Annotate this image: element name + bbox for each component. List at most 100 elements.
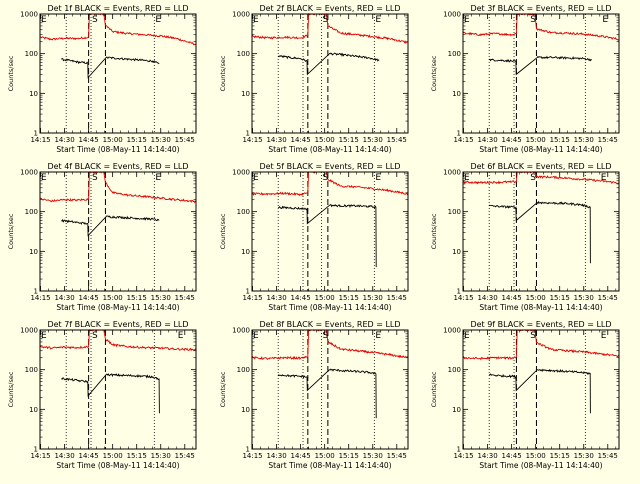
x-tick-label: 15:15	[127, 452, 147, 460]
events-series-line	[488, 200, 591, 264]
marker-label: E	[155, 15, 161, 25]
x-tick-label: 15:30	[151, 136, 171, 144]
x-tick-label: 15:15	[550, 452, 570, 460]
x-tick-label: 15:45	[175, 452, 195, 460]
panel-det-6f: Det 6f BLACK = Events, RED = LLD Counts/s…	[430, 162, 620, 312]
panel-det-3f: Det 3f BLACK = Events, RED = LLD Counts/s…	[430, 4, 620, 154]
y-tick-label: 1	[246, 288, 250, 296]
marker-label: E	[253, 15, 259, 25]
y-tick-label: 1	[34, 130, 38, 138]
panel-title: Det 4f BLACK = Events, RED = LLD	[47, 162, 188, 171]
x-tick-label: 14:30	[54, 136, 74, 144]
x-tick-label: 15:15	[339, 294, 359, 302]
y-tick-label: 1000	[20, 11, 38, 19]
panel-det-2f: Det 2f BLACK = Events, RED = LLD Counts/s…	[219, 4, 409, 154]
lld-series-line	[39, 12, 196, 46]
x-tick-label: 15:15	[127, 294, 147, 302]
marker-label: E	[41, 331, 47, 341]
x-tick-label: 14:15	[242, 294, 262, 302]
marker-label: S	[530, 173, 536, 183]
x-tick-label: 15:00	[315, 136, 335, 144]
events-series-line	[488, 55, 592, 76]
x-tick-label: 14:45	[79, 136, 99, 144]
x-tick-label: 14:15	[453, 452, 473, 460]
x-tick-label: 14:30	[266, 452, 286, 460]
x-tick-label: 14:15	[30, 136, 50, 144]
y-tick-label: 100	[25, 50, 38, 58]
x-tick-label: 14:45	[79, 294, 99, 302]
lld-series-line	[462, 328, 620, 361]
x-tick-label: 14:15	[453, 294, 473, 302]
x-axis-label: Start Time (08-May-11 14:14:40)	[56, 303, 179, 312]
y-tick-label: 1000	[232, 327, 250, 335]
panel-title: Det 1f BLACK = Events, RED = LLD	[47, 4, 188, 13]
marker-label: E	[41, 15, 47, 25]
plot-frame	[251, 171, 409, 292]
x-axis-label: Start Time (08-May-11 14:14:40)	[268, 145, 391, 154]
marker-label: E	[464, 331, 470, 341]
x-tick-label: 14:45	[502, 136, 522, 144]
y-tick-label: 1000	[232, 169, 250, 177]
plot-frame	[462, 13, 620, 134]
plot-frame	[251, 329, 409, 450]
marker-label: E	[178, 331, 184, 341]
x-tick-label: 15:00	[103, 294, 123, 302]
plot-frame	[39, 329, 197, 450]
marker-label: S	[92, 331, 98, 341]
x-tick-label: 15:30	[363, 452, 383, 460]
x-tick-label: 15:00	[526, 452, 546, 460]
marker-label: E	[464, 15, 470, 25]
x-tick-label: 15:30	[363, 136, 383, 144]
x-tick-label: 14:30	[266, 136, 286, 144]
x-tick-label: 15:00	[103, 136, 123, 144]
y-tick-label: 100	[25, 366, 38, 374]
x-tick-label: 15:30	[363, 294, 383, 302]
y-tick-label: 1	[457, 446, 461, 454]
events-series-line	[61, 373, 160, 414]
x-tick-label: 15:15	[550, 136, 570, 144]
x-tick-label: 15:00	[526, 294, 546, 302]
lld-series-line	[462, 13, 620, 41]
x-tick-label: 15:45	[387, 294, 407, 302]
lld-series-line	[251, 328, 409, 361]
marker-label: E	[253, 331, 259, 341]
x-tick-label: 15:15	[339, 452, 359, 460]
x-tick-label: 14:45	[79, 452, 99, 460]
y-tick-label: 10	[29, 248, 38, 256]
marker-label: E	[375, 331, 381, 341]
plot-frame	[39, 171, 197, 292]
panel-det-4f: Det 4f BLACK = Events, RED = LLD Counts/s…	[7, 162, 197, 312]
x-tick-label: 15:45	[175, 136, 195, 144]
x-tick-label: 15:00	[526, 136, 546, 144]
x-tick-label: 15:30	[151, 452, 171, 460]
marker-label: E	[253, 173, 259, 183]
panel-det-9f: Det 9f BLACK = Events, RED = LLD Counts/s…	[430, 320, 620, 470]
y-tick-label: 1	[457, 288, 461, 296]
y-tick-label: 10	[452, 406, 461, 414]
events-series-line	[278, 204, 377, 268]
panel-title: Det 9f BLACK = Events, RED = LLD	[470, 320, 611, 329]
x-tick-label: 15:30	[574, 294, 594, 302]
y-tick-label: 10	[452, 248, 461, 256]
y-tick-label: 1	[34, 446, 38, 454]
x-tick-label: 15:45	[598, 136, 618, 144]
x-tick-label: 14:15	[453, 136, 473, 144]
x-tick-label: 15:30	[574, 136, 594, 144]
panel-title: Det 5f BLACK = Events, RED = LLD	[259, 162, 400, 171]
y-tick-label: 100	[25, 208, 38, 216]
x-tick-label: 14:15	[30, 452, 50, 460]
events-series-line	[61, 215, 160, 237]
x-tick-label: 15:15	[127, 136, 147, 144]
x-tick-label: 14:45	[291, 136, 311, 144]
marker-label: E	[41, 173, 47, 183]
y-tick-label: 10	[29, 90, 38, 98]
marker-label: E	[601, 173, 607, 183]
x-tick-label: 14:30	[266, 294, 286, 302]
x-tick-label: 14:45	[291, 294, 311, 302]
x-tick-label: 15:45	[598, 294, 618, 302]
y-tick-label: 1	[246, 130, 250, 138]
marker-label: S	[322, 173, 328, 183]
y-axis-label: Counts/sec	[430, 55, 438, 91]
y-axis-label: Counts/sec	[430, 213, 438, 249]
x-tick-label: 15:45	[598, 452, 618, 460]
